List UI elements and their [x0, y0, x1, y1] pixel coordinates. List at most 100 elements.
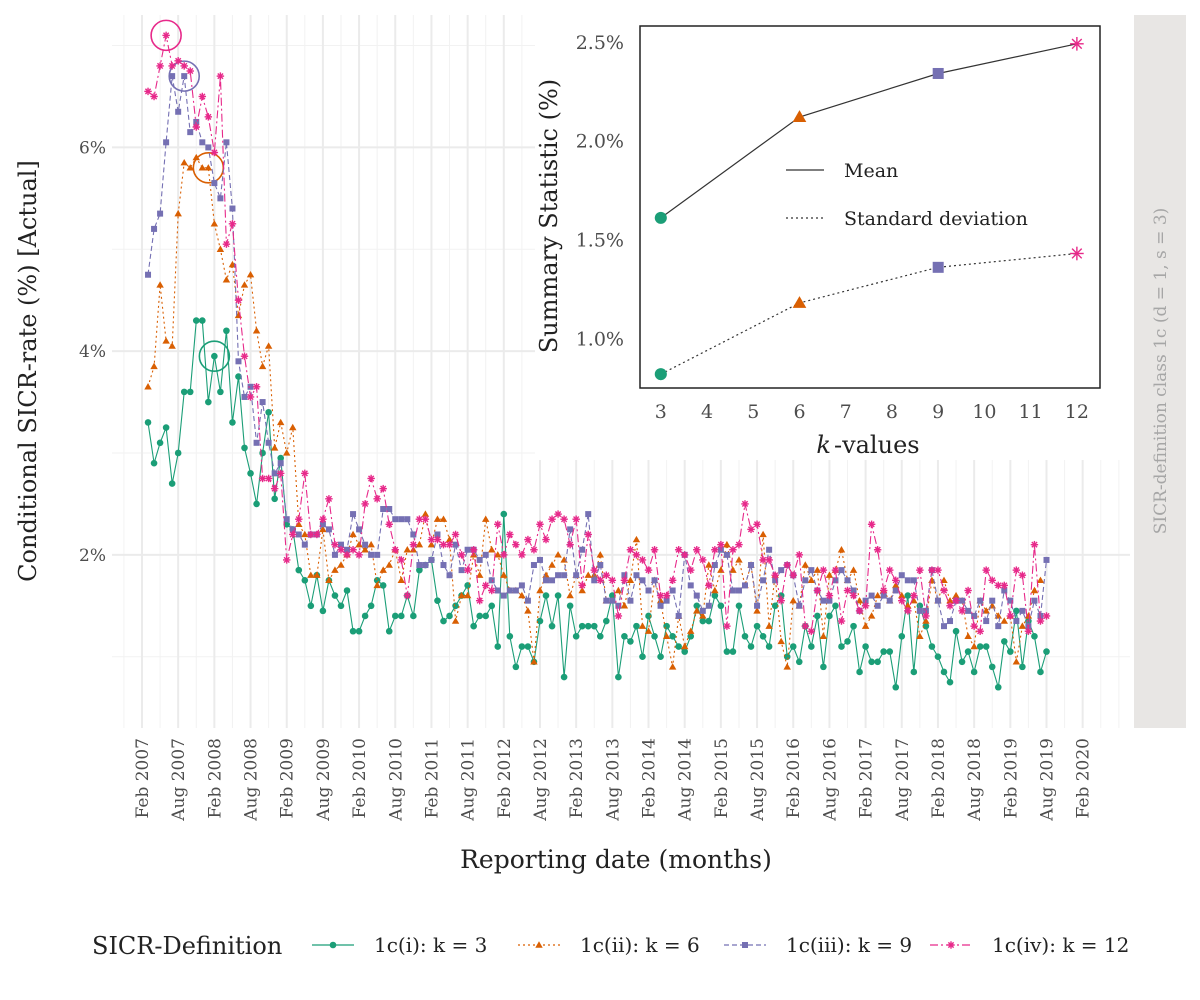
series-3-point [778, 567, 785, 574]
inset-chart: 1.0% 1.5% 2.0% 2.5% 3 4 5 6 7 8 9 10 11 12 Summary St… [535, 15, 1130, 460]
series-2-point [192, 153, 200, 161]
series-1-point [603, 617, 610, 625]
legend-key-marker [947, 941, 955, 949]
inset-x-tick-label: 7 [840, 401, 852, 423]
series-3-point [422, 562, 429, 569]
series-1-point [808, 643, 815, 650]
x-tick-label: Feb 2009 [278, 738, 298, 818]
series-3-point [579, 546, 586, 553]
series-4-point [771, 571, 779, 579]
series-1-point [578, 622, 586, 630]
legend-key-marker [742, 942, 748, 948]
legend-title: SICR-Definition [92, 932, 282, 960]
series-4-point [644, 566, 653, 574]
series-1-point [186, 388, 194, 396]
series-4-point [687, 566, 695, 574]
series-1-point [524, 643, 532, 650]
series-3-point [633, 572, 640, 579]
series-1-point [440, 617, 447, 625]
series-2-point [554, 551, 562, 558]
series-1-point [229, 419, 236, 426]
series-1-point [964, 648, 972, 655]
series-4-point [222, 240, 231, 248]
series-4-point [813, 586, 822, 595]
series-4-point [777, 596, 785, 605]
series-2-point [361, 546, 369, 553]
series-3-point [530, 562, 537, 569]
series-3-point [488, 577, 495, 584]
series-3-point [561, 572, 568, 579]
series-4-point [373, 495, 381, 503]
series-1-point [657, 653, 664, 660]
series-4-point [638, 556, 647, 564]
series-1-point [729, 648, 737, 655]
series-1-point [765, 643, 773, 650]
series-3-point [850, 587, 857, 594]
series-4-point [855, 607, 864, 615]
series-1-point [391, 612, 399, 620]
series-4-point [252, 383, 261, 391]
series-2-point [680, 642, 689, 650]
legend-label: 1c(iv): k = 12 [992, 933, 1129, 957]
series-3-point [989, 597, 996, 604]
series-1-line [147, 320, 1048, 688]
series-2-point [867, 612, 876, 619]
inset-point [792, 296, 807, 308]
series-1-point [192, 317, 200, 324]
series-2-point [807, 576, 816, 584]
series-4-point [614, 612, 623, 620]
x-tick-label: Aug 2015 [748, 738, 768, 822]
series-3-point [247, 383, 254, 390]
series-4-point [264, 474, 273, 483]
series-1-point [494, 643, 502, 650]
legend-item-4: 1c(iv): k = 12 [930, 933, 1129, 957]
series-2-point [849, 566, 858, 573]
series-2-point [638, 622, 647, 629]
series-4-point [536, 520, 544, 529]
series-2-point [457, 591, 466, 599]
series-4-point [626, 546, 635, 554]
series-2-point [367, 540, 375, 548]
series-2-point [379, 566, 387, 573]
inset-series-sd [654, 246, 1084, 381]
series-3-point [802, 577, 809, 584]
series-3-point [440, 562, 447, 569]
inset-panel-border [639, 25, 1101, 389]
series-2-point [301, 530, 309, 538]
series-3-point [458, 567, 465, 574]
series-1-point [1037, 668, 1044, 676]
series-2-point [488, 546, 496, 553]
series-2-point [240, 281, 249, 288]
series-1-point [976, 643, 984, 650]
inset-y-tick-label: 1.0% [576, 329, 624, 351]
series-2-point [801, 561, 810, 568]
series-4-point [717, 540, 725, 549]
series-2-point [397, 576, 406, 584]
series-1-point [542, 592, 550, 599]
series-2-point [252, 327, 261, 334]
series-4-point [1042, 612, 1051, 620]
series-4-point [825, 591, 834, 600]
inset-series-mean [654, 36, 1084, 224]
legend-label: 1c(iii): k = 9 [786, 933, 912, 957]
series-2-point [433, 515, 442, 522]
inset-x-tick-label: 3 [655, 401, 667, 423]
series-1-point [747, 643, 755, 650]
series-4-point [662, 591, 671, 600]
series-3-point [199, 139, 206, 146]
series-2-point [946, 596, 954, 604]
series-3-point [362, 541, 369, 548]
series-2-point [1036, 576, 1045, 584]
series-4-point [807, 627, 816, 635]
series-3-point [934, 597, 941, 604]
x-tick-label: Feb 2008 [205, 738, 225, 818]
series-2-point [403, 546, 412, 553]
series-4-point [283, 556, 291, 564]
series-4-point [488, 586, 496, 595]
series-4-point [331, 540, 339, 549]
series-2-point [693, 607, 701, 614]
y-tick-label: 2% [79, 546, 106, 566]
series-3-point [959, 597, 966, 604]
series-4-point [481, 581, 490, 590]
series-4-point [674, 546, 683, 554]
